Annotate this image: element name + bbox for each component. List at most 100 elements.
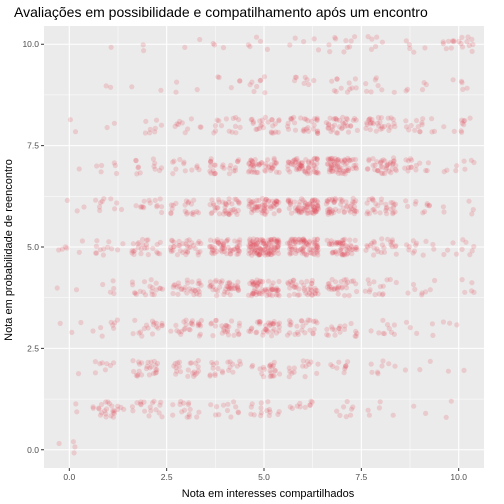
data-point: [285, 167, 290, 172]
data-point: [158, 196, 163, 201]
data-point: [276, 279, 281, 284]
data-point: [346, 130, 351, 135]
data-point: [237, 359, 242, 364]
data-point: [146, 325, 151, 330]
data-point: [315, 116, 320, 121]
data-point: [419, 292, 424, 297]
data-point: [348, 123, 353, 128]
data-point: [258, 39, 263, 44]
data-point: [274, 286, 279, 291]
data-point: [291, 115, 296, 120]
data-point: [152, 129, 157, 134]
data-point: [303, 405, 308, 410]
data-point: [367, 116, 372, 121]
data-point: [153, 407, 158, 412]
data-point: [104, 361, 109, 366]
data-point: [190, 318, 195, 323]
data-point: [235, 284, 240, 289]
data-point: [90, 328, 95, 333]
data-point: [392, 124, 397, 129]
data-point: [324, 327, 329, 332]
data-point: [303, 291, 308, 296]
data-point: [345, 90, 350, 95]
data-point: [210, 333, 215, 338]
data-point: [337, 330, 342, 335]
data-point: [134, 158, 139, 163]
data-point: [138, 289, 143, 294]
data-point: [377, 291, 382, 296]
data-point: [138, 401, 143, 406]
data-point: [329, 79, 334, 84]
data-point: [246, 251, 251, 256]
data-point: [293, 128, 298, 133]
data-point: [441, 41, 446, 46]
data-point: [189, 116, 194, 121]
data-point: [390, 237, 395, 242]
data-point: [221, 45, 226, 50]
data-point: [303, 364, 308, 369]
data-point: [258, 405, 263, 410]
data-point: [288, 322, 293, 327]
data-point: [445, 248, 450, 253]
data-point: [441, 319, 446, 324]
data-point: [342, 370, 347, 375]
data-point: [196, 358, 201, 363]
data-point: [251, 89, 256, 94]
data-point: [341, 49, 346, 54]
data-point: [152, 320, 157, 325]
data-point: [460, 247, 465, 252]
data-point: [142, 279, 147, 284]
data-point: [191, 212, 196, 217]
data-point: [103, 367, 108, 372]
data-point: [460, 277, 465, 282]
data-point: [403, 118, 408, 123]
data-point: [150, 331, 155, 336]
data-point: [314, 320, 319, 325]
data-point: [339, 86, 344, 91]
data-point: [235, 239, 240, 244]
data-point: [271, 130, 276, 135]
data-point: [453, 168, 458, 173]
data-point: [327, 284, 332, 289]
data-point: [258, 237, 263, 242]
data-point: [413, 199, 418, 204]
data-point: [334, 365, 339, 370]
data-point: [115, 404, 120, 409]
data-point: [328, 129, 333, 134]
data-point: [225, 360, 230, 365]
data-point: [190, 371, 195, 376]
data-point: [159, 210, 164, 215]
data-point: [190, 279, 195, 284]
data-point: [196, 250, 201, 255]
data-point: [354, 85, 359, 90]
data-point: [378, 160, 383, 165]
data-point: [276, 208, 281, 213]
data-point: [266, 279, 271, 284]
data-point: [344, 277, 349, 282]
data-point: [371, 207, 376, 212]
data-point: [405, 290, 410, 295]
data-point: [101, 252, 106, 257]
data-point: [222, 166, 227, 171]
data-point: [300, 164, 305, 169]
data-point: [297, 292, 302, 297]
data-point: [139, 334, 144, 339]
data-point: [230, 362, 235, 367]
data-point: [93, 198, 98, 203]
data-point: [56, 247, 61, 252]
data-point: [148, 405, 153, 410]
data-point: [328, 362, 333, 367]
data-point: [268, 322, 273, 327]
data-point: [223, 323, 228, 328]
data-point: [287, 330, 292, 335]
data-point: [159, 204, 164, 209]
data-point: [386, 116, 391, 121]
data-point: [153, 198, 158, 203]
data-point: [187, 237, 192, 242]
y-tick-label: 10.0: [22, 39, 39, 49]
data-point: [178, 402, 183, 407]
data-point: [254, 277, 259, 282]
data-point: [461, 368, 466, 373]
data-point: [276, 251, 281, 256]
data-point: [423, 411, 428, 416]
